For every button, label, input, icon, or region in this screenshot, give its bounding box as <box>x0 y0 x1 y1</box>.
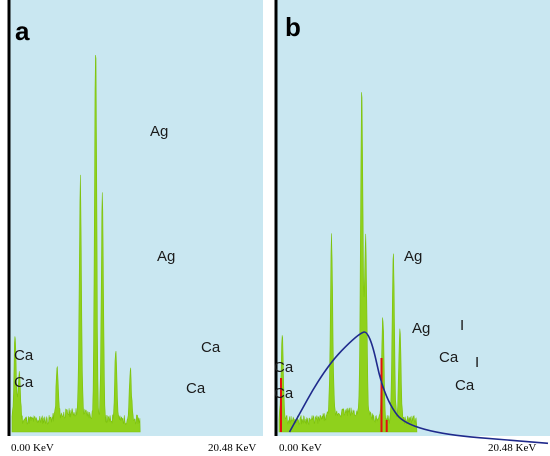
panel-b-peak-label: Ca <box>274 385 294 402</box>
panel-b-peak-label: Ca <box>439 349 459 366</box>
panel-a: a Ca Ca Ag Ag Ca Ca <box>7 0 263 436</box>
spectrum-area <box>278 92 418 433</box>
panel-a-peak-label: Ca <box>14 347 34 364</box>
panel-b-x-max-label: 20.48 KeV <box>488 442 536 454</box>
panel-b-peak-label: Ca <box>455 377 475 394</box>
panel-a-x-min-label: 0.00 KeV <box>11 442 54 454</box>
panel-b-x-min-label: 0.00 KeV <box>279 442 322 454</box>
panel-a-peak-label: Ca <box>186 380 206 397</box>
panel-a-background <box>9 0 263 436</box>
panel-b-markers <box>280 358 388 432</box>
panel-a-peak-label: Ag <box>150 123 168 140</box>
panel-b-letter: b <box>285 12 301 42</box>
panel-b-peak-label: Ag <box>404 248 422 265</box>
panel-a-letter: a <box>15 16 30 46</box>
panel-b-peak-label: I <box>475 354 479 371</box>
panel-a-x-max-label: 20.48 KeV <box>208 442 256 454</box>
panel-b-peak-label: Ag <box>412 320 430 337</box>
panel-a-spectrum <box>11 54 141 433</box>
spectrum-area <box>11 54 141 433</box>
panel-b: b Ca Ca Ag Ag Ca I I Ca <box>274 0 550 445</box>
panel-a-peak-label: Ca <box>14 374 34 391</box>
panel-b-spectrum <box>278 92 418 433</box>
panel-a-peak-label: Ag <box>157 248 175 265</box>
panel-b-background-curve <box>288 331 549 445</box>
panel-a-peak-label: Ca <box>201 339 221 356</box>
panel-b-background <box>276 0 550 436</box>
panel-b-peak-label: I <box>460 317 464 334</box>
panel-b-peak-label: Ca <box>274 359 294 376</box>
